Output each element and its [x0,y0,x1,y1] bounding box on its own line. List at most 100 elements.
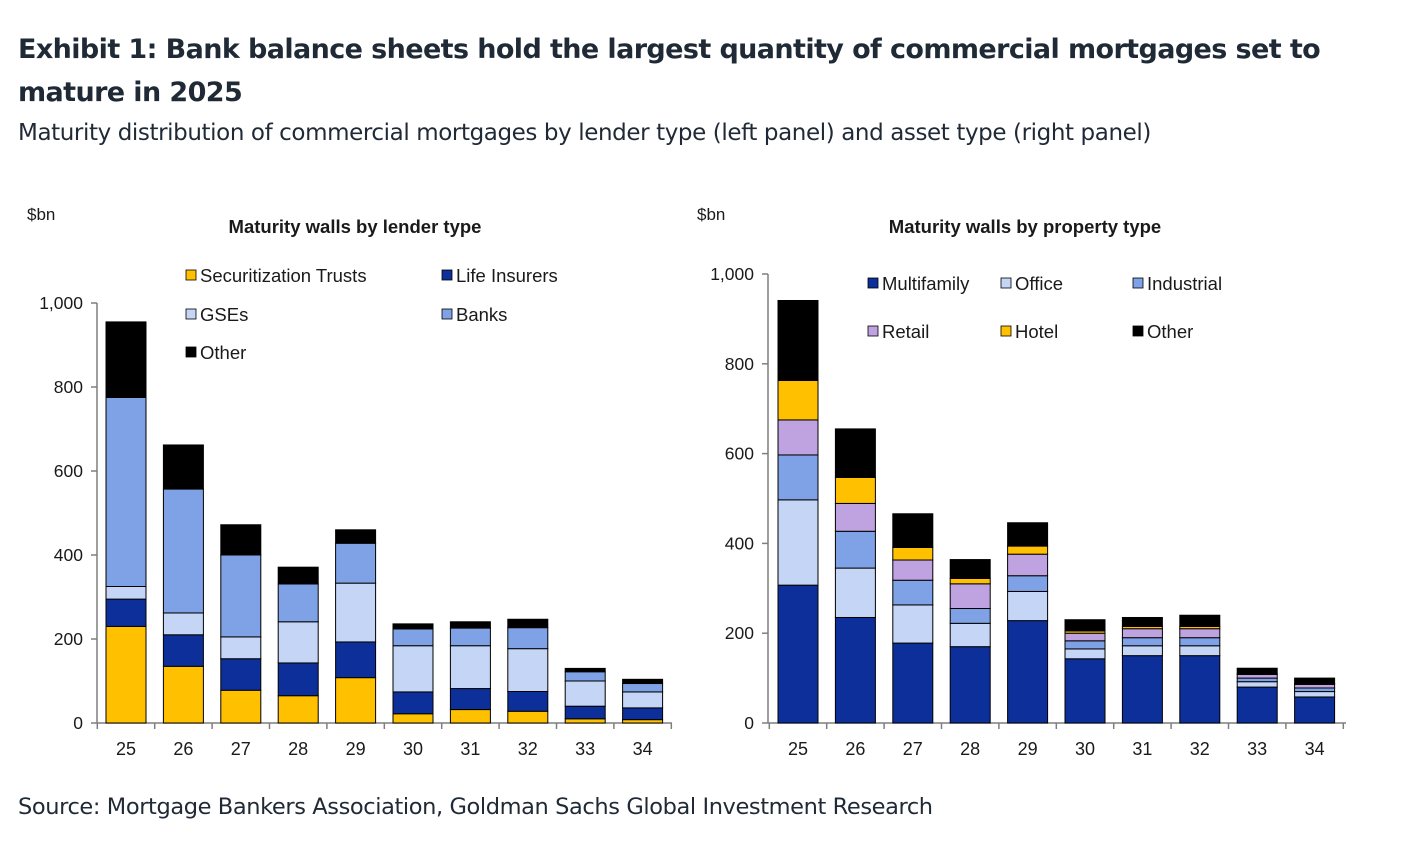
left-y-tick-label: 600 [54,461,83,481]
left-bar-segment-banks [277,583,319,623]
right-bar-segment-industrial [1179,637,1221,647]
right-y-tick-label: 800 [725,354,754,374]
right-bar-segment-other [949,559,991,579]
right-bar-segment-multifamily [892,642,934,724]
right-bar-segment-retail [777,419,819,456]
right-legend-label-retail: Retail [882,321,929,342]
right-bar-segment-retail [1121,628,1163,639]
right-bar-segment-multifamily [1294,696,1336,724]
right-bar-segment-retail [1064,632,1106,642]
right-bar-segment-industrial [1064,640,1106,650]
left-y-tick-label: 200 [54,629,83,649]
left-y-tick-label: 0 [73,713,83,733]
right-bar-segment-other [1064,619,1106,632]
right-bar-segment-office [1007,590,1049,622]
left-bar-segment-other [507,618,549,629]
left-bar-segment-securitization-trusts [105,625,147,724]
right-y-tick-label: 200 [725,623,754,643]
right-x-tick-label: 25 [788,739,808,759]
right-bar-segment-industrial [1007,575,1049,592]
left-bar-segment-other [392,623,434,630]
left-bar-segment-other [564,667,606,673]
right-bar-segment-multifamily [1007,620,1049,724]
right-bar-segment-office [892,604,934,644]
right-bar-segment-multifamily [949,646,991,724]
right-x-tick-label: 26 [845,739,865,759]
right-bar-segment-retail [949,583,991,610]
right-bar-segment-industrial [1294,687,1336,693]
right-bar-segment-industrial [1236,677,1278,683]
right-chart-title: Maturity walls by property type [889,216,1161,237]
left-y-tick-label: 1,000 [39,293,83,313]
right-bar-segment-multifamily [1179,655,1221,724]
left-x-tick-label: 28 [288,739,308,759]
left-x-tick-label: 33 [575,739,595,759]
left-x-tick-label: 26 [173,739,193,759]
right-bar-segment-office [1179,645,1221,657]
chart-lender-type: $bn Maturity walls by lender type 0 200 400 6… [27,205,673,759]
left-bar-segment-securitization-trusts [277,695,319,724]
right-bar-segment-industrial [949,608,991,624]
right-x-tick-label: 34 [1305,739,1325,759]
left-bar-segment-banks [220,554,262,638]
right-legend-swatch-multifamily [867,277,879,289]
left-x-tick-label: 34 [633,739,653,759]
left-x-tick-label: 27 [231,739,251,759]
left-legend-swatch-banks [441,308,453,320]
right-bar-segment-multifamily [834,616,876,724]
left-bar-segment-gses [564,680,606,707]
right-bar-segment-other [1236,667,1278,675]
right-bar-segment-hotel [834,476,876,504]
right-bar-segment-other [1294,677,1336,684]
right-bar-segment-retail [1236,674,1278,679]
left-bar-segment-gses [392,645,434,693]
right-legend-label-multifamily: Multifamily [882,273,970,294]
left-x-tick-label: 30 [403,739,423,759]
right-bar-segment-office [1294,691,1336,698]
left-bar-segment-securitization-trusts [162,665,204,724]
right-legend-swatch-other [1132,325,1144,337]
left-bar-segment-life-insurers [162,634,204,667]
right-bar-segment-hotel [1007,545,1049,555]
left-x-tick-label: 32 [518,739,538,759]
left-bar-segment-other [162,444,204,490]
right-bar-segment-retail [892,559,934,581]
right-bar-segment-multifamily [1236,686,1278,724]
right-bar-segment-industrial [892,579,934,606]
left-legend-swatch-gses [185,308,197,320]
right-bar-segment-hotel [892,546,934,561]
right-bar-segment-other [1179,614,1221,627]
right-x-tick-label: 28 [960,739,980,759]
right-bar-segment-retail [1294,683,1336,689]
left-legend-label-other: Other [200,342,246,363]
right-bar-segment-other [892,513,934,548]
left-bar-segment-gses [449,645,491,690]
left-bar-segment-other [277,566,319,585]
left-bar-segment-other [622,678,664,685]
left-legend-label-securitization-trusts: Securitization Trusts [200,265,367,286]
right-bar-segment-multifamily [777,584,819,724]
right-legend-swatch-office [1000,277,1012,289]
source-note: Source: Mortgage Bankers Association, Go… [18,794,933,820]
left-legend-swatch-other [185,346,197,358]
left-bar-segment-life-insurers [220,658,262,691]
right-bar-segment-retail [1007,553,1049,577]
right-y-unit-label: $bn [697,205,725,224]
exhibit-subtitle: Maturity distribution of commercial mort… [18,120,1151,146]
exhibit-title: Exhibit 1: Bank balance sheets hold the … [18,34,1321,108]
right-bar-segment-hotel [949,577,991,585]
left-legend-label-life-insurers: Life Insurers [456,265,558,286]
left-bar-segment-banks [105,397,147,587]
right-legend-swatch-hotel [1000,325,1012,337]
right-bar-segment-other [1121,616,1163,627]
left-bar-segment-gses [277,621,319,664]
right-bar-segment-industrial [1121,637,1163,647]
right-y-tick-label: 0 [744,713,754,733]
right-bar-segment-multifamily [1121,655,1163,724]
right-y-tick-label: 1,000 [710,264,754,284]
right-legend-label-office: Office [1015,273,1063,294]
right-bar-segment-office [1064,648,1106,660]
left-bar-segment-life-insurers [277,662,319,697]
right-x-tick-label: 30 [1075,739,1095,759]
right-x-tick-label: 33 [1247,739,1267,759]
